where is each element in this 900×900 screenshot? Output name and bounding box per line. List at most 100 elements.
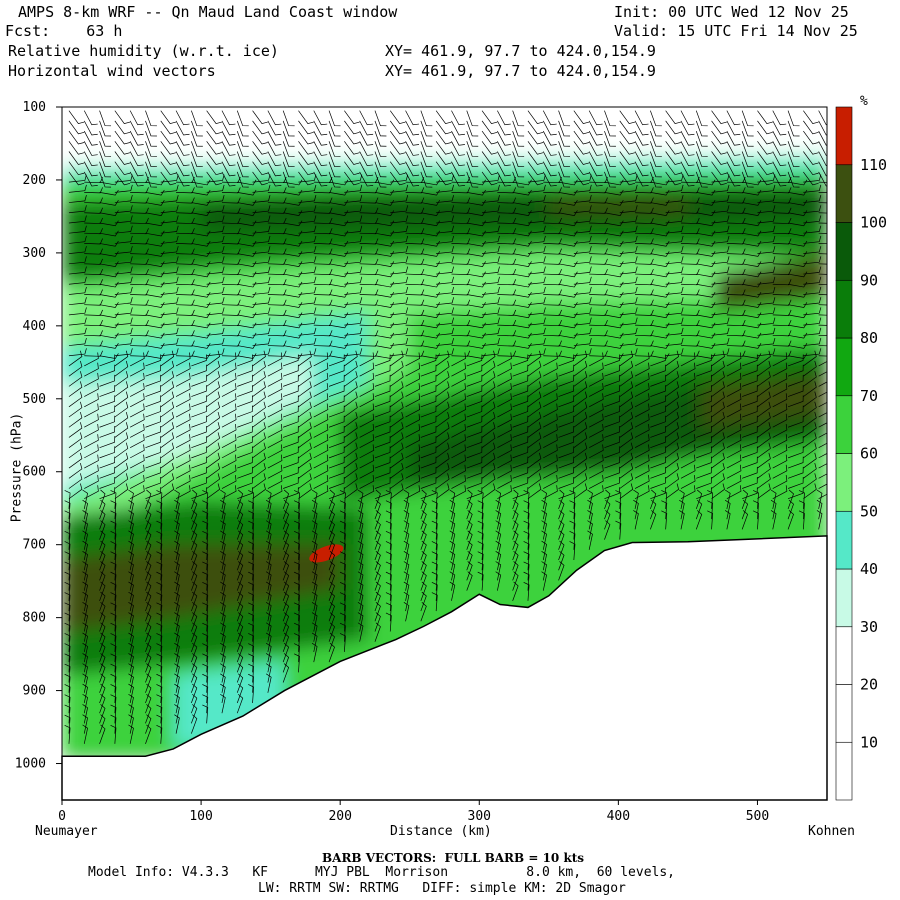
wind-barb <box>466 385 483 397</box>
wind-barb <box>359 485 375 500</box>
wind-barb <box>558 415 575 428</box>
wind-barb <box>110 582 117 601</box>
wind-barb <box>757 452 771 469</box>
wind-barb <box>742 312 762 319</box>
wind-barb <box>99 343 119 349</box>
wind-barb <box>431 541 438 561</box>
wind-barb <box>420 343 441 349</box>
wind-barb <box>527 411 542 428</box>
wind-barb <box>741 510 749 530</box>
wind-barb <box>787 385 804 397</box>
wind-barb <box>114 463 129 479</box>
wind-barb <box>191 210 211 216</box>
wind-barb <box>191 571 198 591</box>
wind-barb <box>374 271 395 278</box>
wind-barb <box>696 179 716 186</box>
wind-barb <box>311 642 318 663</box>
wind-barb <box>82 499 88 520</box>
wind-barb <box>328 332 349 339</box>
wind-barb <box>523 551 530 571</box>
wind-barb <box>99 724 106 744</box>
wind-barb <box>221 197 241 204</box>
wind-barb <box>293 541 300 561</box>
wind-barb <box>252 110 268 124</box>
wind-barb <box>527 215 546 224</box>
wind-barb <box>787 415 804 428</box>
wind-barb <box>390 297 409 306</box>
wind-barb <box>221 110 236 126</box>
wind-barb <box>252 141 268 155</box>
wind-barb <box>527 235 546 244</box>
wind-barb <box>68 276 87 285</box>
wind-barb <box>129 352 145 367</box>
wind-barb <box>114 371 129 387</box>
wind-barb <box>420 354 437 367</box>
wind-barb <box>711 371 725 387</box>
wind-barb <box>512 141 525 157</box>
wind-barb <box>282 642 290 663</box>
wind-barb <box>84 352 99 367</box>
wind-barb <box>328 281 349 288</box>
wind-barb <box>696 261 716 268</box>
wind-barb <box>818 314 827 316</box>
wind-barb <box>696 446 712 459</box>
wind-barb <box>650 456 666 469</box>
wind-barb <box>757 184 776 193</box>
wind-barb <box>293 530 300 550</box>
wind-barb <box>696 200 716 206</box>
wind-barb <box>772 268 792 275</box>
wind-barb <box>237 281 257 288</box>
wind-barb <box>206 452 220 469</box>
wind-barb <box>466 220 486 227</box>
wind-barb <box>695 489 703 510</box>
wind-barb <box>160 401 175 418</box>
wind-barb <box>359 279 379 286</box>
wind-barb <box>512 332 532 339</box>
wind-barb <box>619 452 634 469</box>
wind-barb <box>466 271 486 278</box>
wind-barb <box>99 487 116 500</box>
wind-barb <box>236 120 249 137</box>
wind-barb <box>481 171 498 186</box>
wind-barb <box>160 171 177 186</box>
wind-barb <box>680 464 696 479</box>
wind-barb <box>99 251 119 257</box>
wind-barb <box>543 403 558 418</box>
wind-barb <box>129 403 145 418</box>
wind-barb <box>110 602 117 622</box>
wind-barb <box>650 489 657 510</box>
wind-barb <box>313 228 333 235</box>
wind-barb <box>757 256 776 265</box>
wind-barb <box>237 456 253 469</box>
wind-barb <box>661 510 668 530</box>
wind-barb <box>191 415 207 428</box>
wind-barb <box>711 337 730 346</box>
wind-barb <box>803 381 817 397</box>
wind-barb <box>328 446 345 459</box>
wind-barb <box>818 222 827 224</box>
wind-barb <box>711 246 730 254</box>
wind-barb <box>451 120 465 136</box>
wind-barb <box>252 130 268 145</box>
wind-barb <box>114 422 129 438</box>
wind-barb <box>206 350 220 367</box>
wind-barb <box>435 463 450 479</box>
wind-barb <box>405 475 421 489</box>
wind-barb <box>282 571 290 591</box>
wind-barb <box>711 348 730 357</box>
colorbar-segment <box>835 684 853 743</box>
wind-barb <box>803 463 817 479</box>
wind-barb <box>99 561 106 581</box>
wind-barb <box>99 161 112 178</box>
wind-barb <box>695 110 708 127</box>
wind-barb <box>267 393 283 408</box>
wind-barb <box>84 268 103 275</box>
wind-barb <box>328 405 345 418</box>
wind-barb <box>787 343 808 349</box>
wind-barb <box>650 405 666 418</box>
wind-barb <box>451 372 466 387</box>
wind-barb <box>772 464 788 479</box>
wind-barb <box>160 141 177 155</box>
wind-barb <box>451 393 466 408</box>
wind-barb <box>803 350 817 367</box>
